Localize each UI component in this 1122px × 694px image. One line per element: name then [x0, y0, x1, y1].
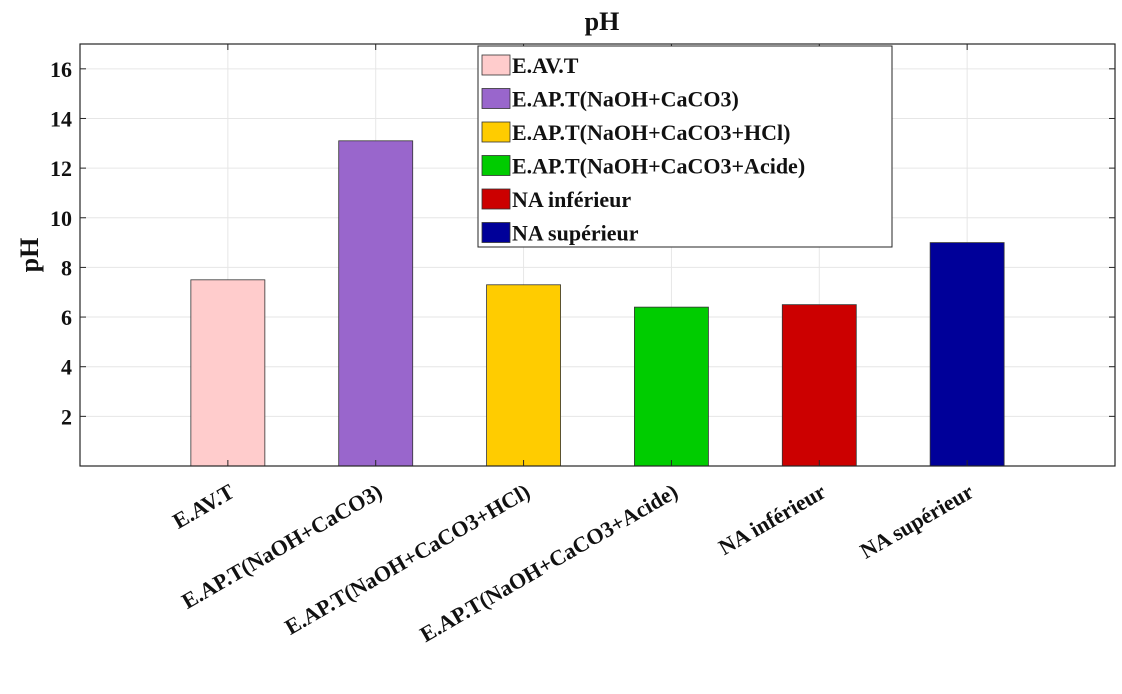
- y-tick-label: 12: [50, 156, 72, 181]
- bar: [191, 280, 265, 466]
- bar: [782, 305, 856, 466]
- chart-title: pH: [585, 7, 620, 36]
- legend-label: E.AP.T(NaOH+CaCO3+Acide): [512, 154, 805, 179]
- bar: [634, 307, 708, 466]
- x-tick-label: E.AP.T(NaOH+CaCO3+HCl): [280, 479, 534, 640]
- x-tick-label: E.AP.T(NaOH+CaCO3+Acide): [416, 479, 682, 647]
- legend-label: NA inférieur: [512, 187, 631, 212]
- x-tick-label: E.AV.T: [168, 479, 238, 534]
- legend-swatch: [482, 122, 510, 142]
- x-tick-label: NA supérieur: [856, 479, 978, 564]
- legend-swatch: [482, 156, 510, 176]
- x-tick-labels: E.AV.TE.AP.T(NaOH+CaCO3)E.AP.T(NaOH+CaCO…: [168, 479, 978, 647]
- legend-label: E.AP.T(NaOH+CaCO3): [512, 87, 739, 112]
- y-tick-label: 8: [61, 255, 72, 280]
- bar: [930, 243, 1004, 466]
- legend-swatch: [482, 223, 510, 243]
- x-tick-label: NA inférieur: [714, 479, 830, 560]
- legend: E.AV.T E.AP.T(NaOH+CaCO3) E.AP.T(NaOH+CaCO…: [478, 46, 892, 247]
- legend-swatch: [482, 89, 510, 109]
- legend-swatch: [482, 55, 510, 75]
- y-tick-labels: 2 4 6 8 10 12 14 16: [50, 57, 72, 430]
- legend-swatch: [482, 189, 510, 209]
- legend-label: E.AP.T(NaOH+CaCO3+HCl): [512, 120, 791, 145]
- bar: [487, 285, 561, 466]
- y-tick-label: 14: [50, 106, 72, 131]
- bar: [339, 141, 413, 466]
- legend-label: NA supérieur: [512, 221, 639, 246]
- y-tick-label: 16: [50, 57, 72, 82]
- y-tick-label: 6: [61, 305, 72, 330]
- y-tick-label: 4: [61, 355, 72, 380]
- y-axis-label: pH: [15, 238, 44, 273]
- y-tick-label: 2: [61, 404, 72, 429]
- legend-label: E.AV.T: [512, 53, 579, 78]
- y-tick-label: 10: [50, 206, 72, 231]
